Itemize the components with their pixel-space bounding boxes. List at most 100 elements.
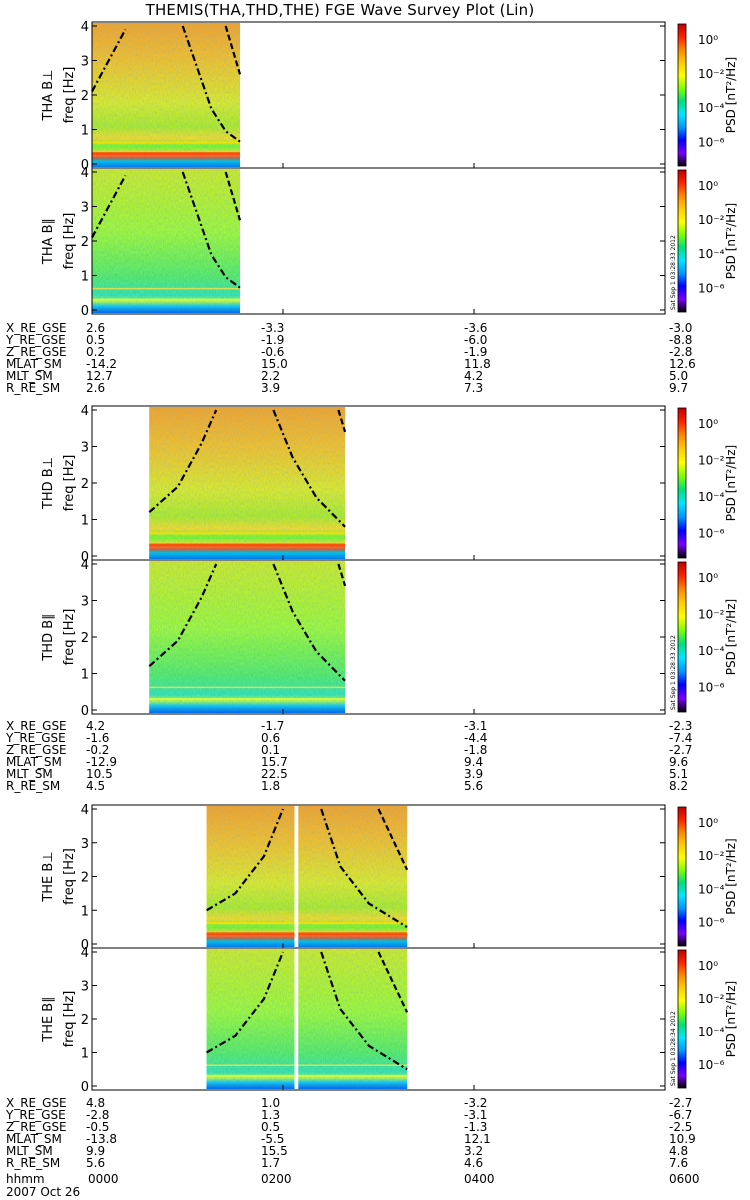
- y-tick-label: 1: [81, 124, 89, 139]
- y-tick-label: 1: [81, 1047, 89, 1062]
- ephemeris-value: 4.8: [86, 1096, 105, 1110]
- ephemeris-value: 5.6: [464, 779, 483, 793]
- ephemeris-table: X_RE_GSE 4.8 1.0 -3.2 -2.7 Y_RE_GSE -2.8 1.3 -3.…: [5, 1096, 696, 1170]
- y-tick-label: 2: [81, 235, 89, 250]
- ephemeris-label: R_RE_SM: [6, 381, 60, 395]
- y-axis-label: THD B∥: [41, 613, 56, 661]
- ephemeris-value: -3.1: [464, 719, 487, 733]
- y-tick-label: 1: [81, 904, 89, 919]
- ephemeris-value: 9.7: [669, 381, 688, 395]
- colorbar-tick-label: 10⁰: [698, 571, 718, 585]
- cyclotron-curve: [148, 563, 218, 668]
- ephemeris-label: X_RE_GSE: [6, 321, 67, 335]
- ephemeris-value: 9.4: [464, 755, 483, 769]
- y-tick-label: 0: [81, 938, 89, 953]
- ephemeris-value: -1.8: [464, 743, 487, 757]
- ephemeris-value: 1.7: [261, 1156, 280, 1170]
- ephemeris-label: MLAT_SM: [6, 755, 62, 769]
- creation-stamp: Sat Sep 1 03:28:33 2012: [670, 635, 677, 710]
- colorbar-gradient: [677, 806, 687, 947]
- spectrogram-panel: 0 1 2 3 4 THD B⊥ freq [Hz] 10⁰ 10⁻² 10⁻⁴ 10⁻⁶ PSD […: [41, 404, 738, 565]
- ephemeris-label: Z_RE_GSE: [6, 345, 67, 359]
- colorbar-tick-label: 10⁻⁴: [698, 882, 725, 896]
- spectral-band: [92, 298, 241, 301]
- spectral-band: [92, 287, 241, 290]
- y-tick-label: 2: [81, 477, 89, 492]
- data-gap: [294, 949, 299, 1089]
- time-row-label: hhmm: [6, 1172, 45, 1186]
- ephemeris-table: X_RE_GSE 4.2 -1.7 -3.1 -2.3 Y_RE_GSE -1.6 0.6 -4…: [5, 719, 692, 793]
- colorbar-tick-label: 10⁻⁴: [698, 101, 725, 115]
- y-tick-label: 4: [81, 946, 89, 961]
- spectrogram-panel: 0 1 2 3 4 THD B∥ freq [Hz] 10⁰ 10⁻² 10⁻⁴ 10⁻⁶ PSD […: [41, 558, 738, 719]
- ephemeris-value: -3.3: [261, 321, 284, 335]
- y-tick-label: 0: [81, 158, 89, 173]
- ephemeris-value: 9.6: [669, 755, 688, 769]
- colorbar-tick-label: 10⁻⁶: [698, 680, 725, 694]
- ephemeris-label: Y_RE_GSE: [5, 1108, 66, 1122]
- y-tick-label: 3: [81, 595, 89, 610]
- ephemeris-value: 3.9: [261, 381, 280, 395]
- ephemeris-value: -0.5: [86, 1120, 109, 1134]
- y-axis-unit: freq [Hz]: [62, 67, 77, 124]
- cyclotron-curve: [181, 25, 241, 143]
- spectral-band: [92, 141, 241, 144]
- y-tick-label: 3: [81, 441, 89, 456]
- y-axis-unit: freq [Hz]: [62, 609, 77, 666]
- y-axis-label: THE B⊥: [41, 851, 56, 902]
- ephemeris-value: 12.1: [464, 1132, 491, 1146]
- spectrogram-panel: 0 1 2 3 4 THA B⊥ freq [Hz] 10⁰ 10⁻² 10⁻⁴ 10⁻⁶ PSD […: [41, 20, 738, 173]
- y-tick-label: 0: [81, 550, 89, 565]
- y-tick-label: 1: [81, 270, 89, 285]
- ephemeris-value: 4.5: [86, 779, 105, 793]
- y-tick-label: 2: [81, 631, 89, 646]
- colorbar-tick-label: 10⁰: [698, 816, 718, 830]
- y-tick-label: 3: [81, 837, 89, 852]
- creation-stamp: Sat Sep 1 03:28:33 2012: [670, 235, 677, 310]
- colorbar: 10⁰ 10⁻² 10⁻⁴ 10⁻⁶ PSD [nT²/Hz]: [677, 23, 738, 167]
- ephemeris-value: -5.5: [261, 1132, 284, 1146]
- colorbar-tick-label: 10⁻²: [698, 992, 725, 1006]
- colorbar: 10⁰ 10⁻² 10⁻⁴ 10⁻⁶ PSD [nT²/Hz]: [677, 806, 738, 947]
- colorbar-tick-label: 10⁻⁴: [698, 247, 725, 261]
- colorbar-tick-label: 10⁻⁶: [698, 1058, 725, 1072]
- colorbar-tick-label: 10⁰: [698, 417, 718, 431]
- ephemeris-label: X_RE_GSE: [6, 1096, 67, 1110]
- spectral-band: [149, 543, 346, 547]
- ephemeris-value: 4.8: [669, 1144, 688, 1158]
- ephemeris-value: -3.1: [464, 1108, 487, 1122]
- ephemeris-value: 0.5: [86, 333, 105, 347]
- colorbar-label: PSD [nT²/Hz]: [724, 445, 738, 521]
- ephemeris-table: X_RE_GSE 2.6 -3.3 -3.6 -3.0Y_RE_GSE 0.5 -1.9 -6…: [5, 321, 696, 395]
- cyclotron-curve: [272, 409, 346, 528]
- y-tick-label: 2: [81, 89, 89, 104]
- y-tick-label: 4: [81, 20, 89, 35]
- cyclotron-curve: [272, 563, 346, 682]
- y-tick-label: 0: [81, 304, 89, 319]
- probe-block-tha: 0 1 2 3 4 THA B⊥ freq [Hz] 10⁰ 10⁻² 10⁻⁴ 10⁻⁶ PSD […: [5, 20, 738, 395]
- spectral-band: [149, 686, 346, 689]
- ephemeris-label: Z_RE_GSE: [6, 743, 67, 757]
- colorbar-gradient: [677, 23, 687, 167]
- colorbar-tick-label: 10⁻⁶: [698, 526, 725, 540]
- colorbar-tick-label: 10⁻⁴: [698, 490, 725, 504]
- plot-title: THEMIS(THA,THD,THE) FGE Wave Survey Plot…: [145, 1, 535, 19]
- ephemeris-label: R_RE_SM: [6, 1156, 60, 1170]
- creation-stamp: Sat Sep 1 03:28:34 2012: [670, 1011, 677, 1086]
- y-tick-label: 3: [81, 55, 89, 70]
- cyclotron-curve: [320, 951, 408, 1071]
- ephemeris-value: -3.0: [669, 321, 692, 335]
- ephemeris-value: -1.9: [261, 333, 284, 347]
- ephemeris-value: 9.9: [86, 1144, 105, 1158]
- ephemeris-label: MLT_SM: [6, 1144, 53, 1158]
- ephemeris-value: -2.7: [669, 743, 692, 757]
- ephemeris-value: -2.3: [669, 719, 692, 733]
- ephemeris-value: 2.2: [261, 369, 280, 383]
- ephemeris-value: -1.6: [86, 731, 109, 745]
- probe-block-thd: 0 1 2 3 4 THD B⊥ freq [Hz] 10⁰ 10⁻² 10⁻⁴ 10⁻⁶ PSD […: [5, 404, 738, 793]
- ephemeris-value: -12.9: [86, 755, 117, 769]
- ephemeris-value: 12.6: [669, 357, 696, 371]
